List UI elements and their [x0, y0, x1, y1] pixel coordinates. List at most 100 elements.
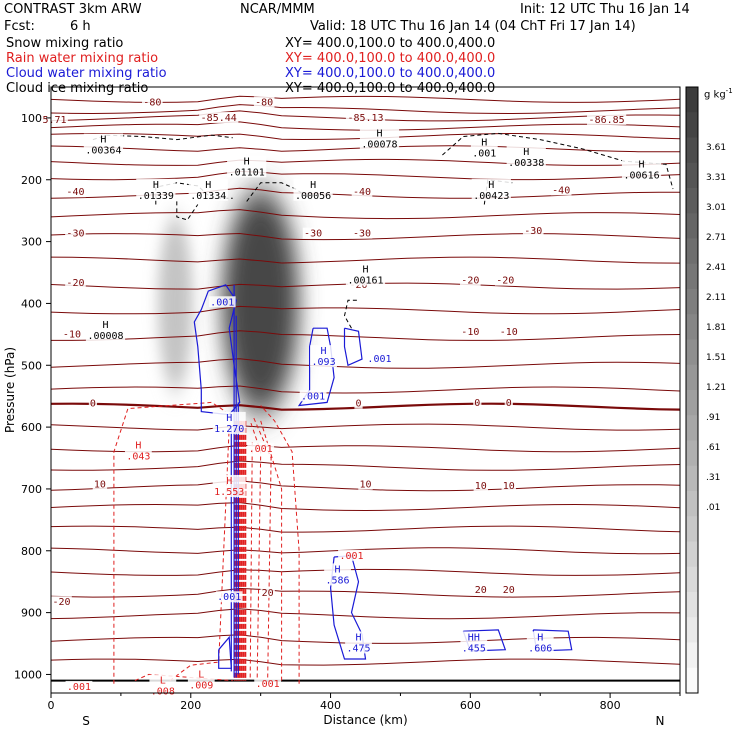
rain-label: .001 [339, 551, 363, 562]
snow-shading-1 [157, 216, 193, 390]
colorbar-tick-label: 3.31 [706, 173, 726, 183]
plot-frame [50, 86, 681, 694]
colorbar-segment [686, 516, 698, 542]
colorbar-segment [686, 440, 698, 467]
cloud-water-contour [218, 635, 232, 669]
rain-label: H .043 [126, 441, 150, 463]
cloud-ice-label: H .00008 [87, 320, 123, 342]
isotherm-line [51, 608, 680, 620]
isotherm-label: -85.44 [201, 113, 237, 124]
isotherm-line [51, 658, 680, 666]
isotherm-label: 5.71 [42, 115, 66, 126]
colorbar-segment [686, 87, 698, 113]
colorbar-segment [686, 213, 698, 239]
colorbar-segment [686, 390, 698, 416]
isotherm-line [51, 209, 680, 220]
colorbar-tick-label: 2.71 [706, 233, 726, 243]
isotherm-label: 20 [475, 585, 487, 596]
rain-label: .001 [256, 679, 280, 690]
cloud-ice-contour [176, 201, 199, 221]
isotherm-label: -20 [66, 278, 84, 289]
rain-contour [249, 439, 253, 678]
cloud-ice-label: H .00338 [508, 147, 544, 169]
x-tick-label: 800 [600, 699, 621, 712]
rain-contour [169, 427, 230, 682]
colorbar-segment [686, 415, 698, 441]
isotherm-label: -80 [255, 98, 273, 109]
model-title: CONTRAST 3km ARW [4, 2, 142, 17]
colorbar-segment [686, 642, 698, 669]
isotherm-label: -10 [500, 327, 518, 338]
colorbar-segment [686, 566, 698, 593]
cloud-ice-label: H .01334 [190, 180, 226, 202]
y-tick-label: 600 [21, 421, 42, 434]
isotherm-label: -30 [66, 229, 84, 240]
rain-label: H 1.553 [214, 476, 244, 498]
isotherm-label: -40 [552, 185, 570, 196]
cloud-water-contour [297, 327, 335, 407]
isotherm-label: -30 [304, 229, 322, 240]
isotherm-label: -10 [63, 329, 81, 340]
y-axis-label: Pressure (hPa) [3, 347, 17, 433]
cloud-ice-label: H .01101 [229, 156, 265, 178]
colorbar-segment [686, 289, 698, 315]
cloud-ice-label: H .00423 [473, 180, 509, 202]
cloud-ice-label: H .00616 [623, 159, 659, 181]
colorbar-segment [686, 364, 698, 391]
isotherm-line [51, 104, 680, 115]
isotherm-label: -80 [143, 98, 161, 109]
colorbar-tick-label: 2.11 [706, 293, 726, 303]
y-tick-label: 1000 [14, 668, 42, 681]
colorbar-segment [686, 112, 698, 138]
y-tick-label: 300 [21, 236, 42, 249]
cloud-water-contour [343, 327, 363, 367]
isotherm-label: -30 [353, 229, 371, 240]
colorbar-tick-label: .31 [706, 473, 720, 483]
rain-label: L .008 [151, 676, 175, 698]
cloud-water-label: .001 [301, 391, 325, 402]
legend-rain-xy: XY= 400.0,100.0 to 400.0,400.0 [285, 51, 496, 66]
legend-cloud-ice-xy: XY= 400.0,100.0 to 400.0,400.0 [285, 81, 496, 96]
isotherm-label: 0 [355, 399, 361, 410]
isotherm-line [51, 330, 680, 341]
rain-contour [253, 417, 272, 678]
colorbar-tick-label: 3.61 [706, 143, 726, 153]
isotherm-label: -30 [524, 226, 542, 237]
isotherm-label: -20 [461, 276, 479, 287]
isotherm-label: 10 [503, 481, 515, 492]
x-axis-label: Distance (km) [323, 713, 407, 727]
cloud-water-label: H 1.270 [214, 413, 244, 435]
cloud-ice-label: H .00161 [347, 265, 383, 287]
isotherm-label: 10 [475, 481, 487, 492]
cloud-ice-label: H .00364 [85, 135, 121, 157]
colorbar-tick-label: .91 [706, 413, 720, 423]
org-label: NCAR/MMM [240, 2, 315, 17]
forecast-value: 6 h [70, 19, 91, 34]
isotherm-line [51, 358, 680, 369]
colorbar-segment [686, 188, 698, 214]
colorbar-segment [686, 617, 698, 643]
colorbar-segment [686, 238, 698, 265]
y-tick-label: 800 [21, 545, 42, 558]
cloud-water-label: H .586 [325, 564, 349, 586]
isotherm-label: -40 [353, 187, 371, 198]
isotherm-line [51, 170, 680, 181]
colorbar-tick-label: .01 [706, 503, 720, 513]
rain-contour [260, 405, 300, 684]
forecast-label: Fcst: [4, 19, 35, 34]
isotherm-label: 0 [90, 399, 96, 410]
cloud-water-label: HH .455 [462, 632, 486, 654]
legend-snow-xy: XY= 400.0,100.0 to 400.0,400.0 [285, 36, 496, 51]
isotherm-line [51, 158, 680, 166]
y-tick-label: 700 [21, 483, 42, 496]
cloud-ice-label: H .00056 [295, 180, 331, 202]
colorbar-tick-label: 1.21 [706, 383, 726, 393]
y-tick-label: 200 [21, 174, 42, 187]
colorbar-segment [686, 314, 698, 340]
isotherm-label: -86.85 [589, 115, 625, 126]
isotherm-label: -20 [52, 597, 70, 608]
colorbar-segment [686, 339, 698, 366]
cloud-ice-contour [343, 299, 359, 329]
cloud-ice-label: H .00078 [361, 128, 397, 150]
isotherm-line [51, 460, 680, 471]
